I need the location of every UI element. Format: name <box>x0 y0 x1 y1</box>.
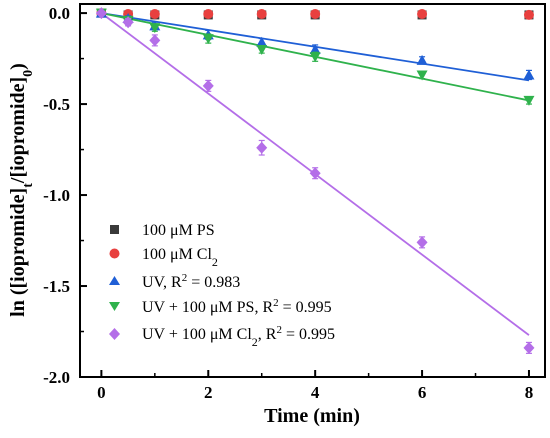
data-points <box>95 7 535 354</box>
x-tick-label: 2 <box>204 383 213 402</box>
data-point <box>416 70 428 81</box>
data-point <box>203 9 214 20</box>
y-axis-title: ln ([iopromide]t/[iopromide]0) <box>7 63 36 317</box>
data-point <box>310 9 321 20</box>
legend-marker-diamond <box>109 328 120 340</box>
data-point <box>523 95 535 106</box>
legend: 100 μM PS 100 μM Cl2 UV, R2 = 0.983 UV +… <box>109 222 335 349</box>
y-tick-label: -0.5 <box>43 95 70 114</box>
data-point <box>416 54 428 65</box>
plot-frame <box>79 3 546 378</box>
data-point <box>256 9 267 20</box>
data-point <box>309 52 321 63</box>
data-point <box>202 34 214 45</box>
y-axis-title-prefix: ln ([iopromide] <box>7 188 29 317</box>
y-tick-label: -1.5 <box>43 277 70 296</box>
x-tick-label: 6 <box>418 383 427 402</box>
data-point <box>309 43 321 54</box>
data-point <box>149 9 160 20</box>
y-axis-title-middle: /[iopromide] <box>7 77 29 184</box>
legend-label-cl2: 100 μM Cl2 <box>142 246 218 269</box>
legend-item-cl2: 100 μM Cl2 <box>109 246 218 269</box>
x-tick-label: 0 <box>97 383 106 402</box>
data-point <box>417 9 428 20</box>
y-tick-label: -2.0 <box>43 368 70 387</box>
x-tick-label: 4 <box>311 383 320 402</box>
y-axis-title-suffix: ) <box>7 63 29 70</box>
data-point <box>523 69 535 80</box>
data-point <box>256 36 268 47</box>
data-point <box>95 7 107 20</box>
y-tick-label: 0.0 <box>49 4 70 23</box>
legend-label-uv-cl2: UV + 100 μM Cl2, R2 = 0.995 <box>142 324 335 349</box>
legend-marker-triangle-up <box>109 276 120 285</box>
legend-item-uv-cl2: UV + 100 μM Cl2, R2 = 0.995 <box>109 324 335 349</box>
data-point <box>122 16 134 29</box>
legend-label-ps: 100 μM PS <box>142 222 215 239</box>
legend-marker-square <box>110 225 119 234</box>
legend-item-uv: UV, R2 = 0.983 <box>109 272 240 291</box>
y-axis-title-sub2: 0 <box>21 70 36 77</box>
data-point <box>523 341 535 354</box>
data-point <box>309 167 321 180</box>
legend-label-uv: UV, R2 = 0.983 <box>142 272 240 291</box>
legend-marker-circle <box>109 248 120 259</box>
y-axis-title-sub1: t <box>21 183 36 188</box>
legend-label-uv-ps: UV + 100 μM PS, R2 = 0.995 <box>142 297 332 316</box>
y-tick-label: -1.0 <box>43 186 70 205</box>
data-point <box>256 44 268 55</box>
data-point <box>256 141 268 154</box>
x-tick-label: 8 <box>525 383 534 402</box>
data-point <box>149 34 161 47</box>
legend-item-ps: 100 μM PS <box>110 222 215 239</box>
data-point <box>416 236 428 249</box>
axis-ticks: 0 2 4 6 8 0.0 -0.5 -1.0 -1.5 -2.0 <box>43 4 533 402</box>
legend-marker-triangle-down <box>109 302 120 311</box>
x-axis-title: Time (min) <box>264 405 360 427</box>
data-point <box>523 9 534 20</box>
data-point <box>202 79 214 92</box>
data-point <box>149 23 161 34</box>
legend-item-uv-ps: UV + 100 μM PS, R2 = 0.995 <box>109 297 332 316</box>
